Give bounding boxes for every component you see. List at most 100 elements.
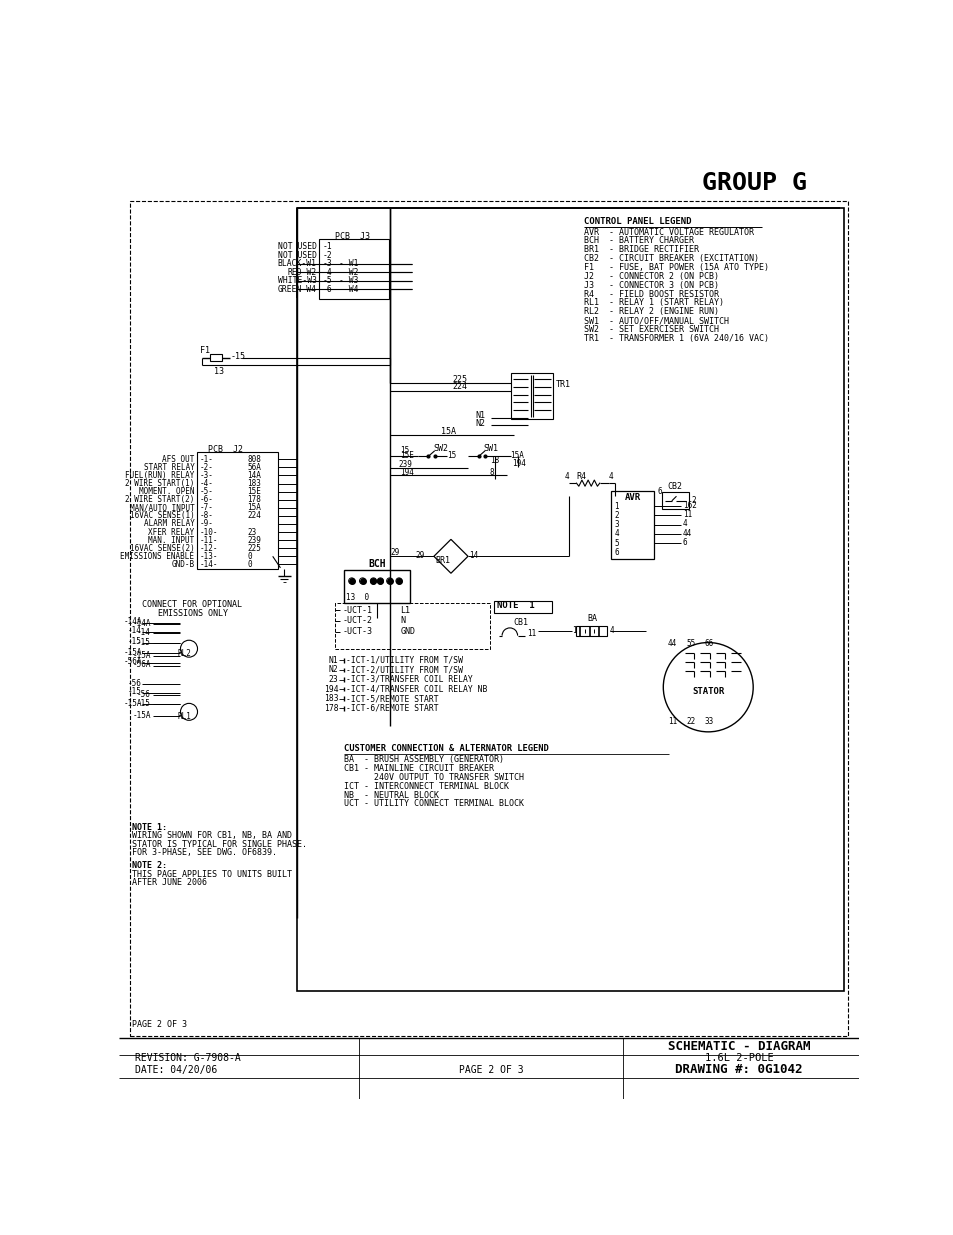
Text: F1   - FUSE, BAT POWER (15A ATO TYPE): F1 - FUSE, BAT POWER (15A ATO TYPE) <box>583 263 768 272</box>
Text: 11: 11 <box>682 510 691 519</box>
Text: 178: 178 <box>324 704 338 713</box>
Bar <box>210 353 222 362</box>
Text: 3: 3 <box>614 520 618 530</box>
Text: 0: 0 <box>247 559 252 569</box>
Text: 13  0: 13 0 <box>346 593 369 603</box>
Text: -ICT-2/UTILITY FROM T/SW: -ICT-2/UTILITY FROM T/SW <box>346 666 463 674</box>
Text: N1: N1 <box>329 656 338 664</box>
Text: -5-: -5- <box>199 487 213 496</box>
Text: J2   - CONNECTOR 2 (ON PCB): J2 - CONNECTOR 2 (ON PCB) <box>583 272 719 280</box>
Text: 44: 44 <box>682 529 691 537</box>
Text: 13: 13 <box>213 367 224 375</box>
Text: -15: -15 <box>137 699 151 708</box>
Text: 239: 239 <box>247 536 261 545</box>
Text: 4: 4 <box>609 626 614 636</box>
Text: -56: -56 <box>137 689 151 699</box>
Text: 15: 15 <box>447 451 456 459</box>
Text: 2: 2 <box>614 511 618 520</box>
Text: GND-B: GND-B <box>172 559 194 569</box>
Text: SW1: SW1 <box>483 445 498 453</box>
Text: F1: F1 <box>199 346 210 356</box>
Text: -15A: -15A <box>132 711 151 720</box>
Text: 1.6L 2-POLE: 1.6L 2-POLE <box>704 1053 773 1063</box>
Text: 55: 55 <box>686 638 695 648</box>
Text: -11-: -11- <box>199 536 218 545</box>
Text: RL2  - RELAY 2 (ENGINE RUN): RL2 - RELAY 2 (ENGINE RUN) <box>583 308 719 316</box>
Text: 5: 5 <box>614 538 618 547</box>
Bar <box>335 603 489 648</box>
Text: -14A: -14A <box>132 619 151 627</box>
Text: 16VAC SENSE(1): 16VAC SENSE(1) <box>130 511 194 520</box>
Text: 18: 18 <box>489 456 498 466</box>
Text: GROUP G: GROUP G <box>701 170 806 195</box>
Text: - W2: - W2 <box>339 268 358 277</box>
Text: DATE: 04/20/06: DATE: 04/20/06 <box>134 1065 216 1074</box>
Text: -15: -15 <box>137 638 151 647</box>
Text: L1: L1 <box>400 605 410 615</box>
Text: CONNECT FOR OPTIONAL: CONNECT FOR OPTIONAL <box>142 600 242 609</box>
Text: WHITE-W3: WHITE-W3 <box>277 277 316 285</box>
Text: N2: N2 <box>476 420 485 429</box>
Text: BA  - BRUSH ASSEMBLY (GENERATOR): BA - BRUSH ASSEMBLY (GENERATOR) <box>344 755 503 764</box>
Text: MAN. INPUT: MAN. INPUT <box>148 536 194 545</box>
Text: NOTE  1: NOTE 1 <box>497 601 535 610</box>
Bar <box>494 601 552 613</box>
Text: -15: -15 <box>128 688 142 697</box>
Text: 225: 225 <box>247 543 261 553</box>
Text: AFS OUT: AFS OUT <box>162 454 194 464</box>
Text: CB2: CB2 <box>667 482 682 490</box>
Text: 23: 23 <box>329 676 338 684</box>
Text: -56A: -56A <box>132 661 151 669</box>
Text: 183: 183 <box>247 479 261 488</box>
Text: 194: 194 <box>324 684 338 694</box>
Text: NB  - NEUTRAL BLOCK: NB - NEUTRAL BLOCK <box>344 790 438 799</box>
Text: UCT - UTILITY CONNECT TERMINAL BLOCK: UCT - UTILITY CONNECT TERMINAL BLOCK <box>344 799 523 809</box>
Text: -ICT-1/UTILITY FROM T/SW: -ICT-1/UTILITY FROM T/SW <box>346 656 463 664</box>
Text: 14A: 14A <box>247 471 261 480</box>
Text: 2: 2 <box>691 496 695 505</box>
Text: -7-: -7- <box>199 504 213 513</box>
Text: RL2: RL2 <box>177 648 191 658</box>
Text: -14-: -14- <box>199 559 218 569</box>
Text: NOTE 2:: NOTE 2: <box>132 861 167 871</box>
Text: -6-: -6- <box>199 495 213 504</box>
Text: -15: -15 <box>128 637 142 646</box>
Text: 11: 11 <box>667 718 677 726</box>
Text: -15: -15 <box>231 352 246 361</box>
Text: CONTROL PANEL LEGEND: CONTROL PANEL LEGEND <box>583 217 691 226</box>
Text: CB2  - CIRCUIT BREAKER (EXCITATION): CB2 - CIRCUIT BREAKER (EXCITATION) <box>583 254 759 263</box>
Text: NOTE 1:: NOTE 1: <box>132 823 167 832</box>
Text: -ICT-6/REMOTE START: -ICT-6/REMOTE START <box>346 704 438 713</box>
Text: 15A: 15A <box>510 451 524 459</box>
Text: SW2: SW2 <box>433 445 448 453</box>
Text: R4   - FIELD BOOST RESISTOR: R4 - FIELD BOOST RESISTOR <box>583 290 719 299</box>
Text: 16VAC SENSE(2): 16VAC SENSE(2) <box>130 543 194 553</box>
Text: SCHEMATIC - DIAGRAM: SCHEMATIC - DIAGRAM <box>667 1040 810 1052</box>
Text: TR1: TR1 <box>555 380 570 389</box>
Text: 1: 1 <box>614 501 618 511</box>
Text: 808: 808 <box>247 454 261 464</box>
Text: 14: 14 <box>469 551 478 559</box>
Text: BR1: BR1 <box>436 556 450 564</box>
Text: -15A: -15A <box>123 699 142 708</box>
Text: TR1  - TRANSFORMER 1 (6VA 240/16 VAC): TR1 - TRANSFORMER 1 (6VA 240/16 VAC) <box>583 333 768 343</box>
Text: -15A: -15A <box>132 651 151 661</box>
Text: -1-: -1- <box>199 454 213 464</box>
Text: 240V OUTPUT TO TRANSFER SWITCH: 240V OUTPUT TO TRANSFER SWITCH <box>344 773 523 782</box>
Text: 15E: 15E <box>247 487 261 496</box>
Text: 2 WIRE START(1): 2 WIRE START(1) <box>125 479 194 488</box>
Text: WIRING SHOWN FOR CB1, NB, BA AND: WIRING SHOWN FOR CB1, NB, BA AND <box>132 831 293 840</box>
Text: FOR 3-PHASE, SEE DWG. OF6839.: FOR 3-PHASE, SEE DWG. OF6839. <box>132 848 277 857</box>
Text: -ICT-4/TRANSFER COIL RELAY NB: -ICT-4/TRANSFER COIL RELAY NB <box>346 684 487 694</box>
Text: BR1  - BRIDGE RECTIFIER: BR1 - BRIDGE RECTIFIER <box>583 246 699 254</box>
Text: 194: 194 <box>512 459 525 468</box>
Text: 6: 6 <box>682 538 686 547</box>
Text: PCB  J3: PCB J3 <box>335 232 370 241</box>
Text: 44: 44 <box>667 638 677 648</box>
Text: -4: -4 <box>323 268 333 277</box>
Text: MAN/AUTO INPUT: MAN/AUTO INPUT <box>130 504 194 513</box>
Text: -4-: -4- <box>199 479 213 488</box>
Text: 0: 0 <box>247 552 252 561</box>
Text: 178: 178 <box>247 495 261 504</box>
Text: BA: BA <box>586 614 597 624</box>
